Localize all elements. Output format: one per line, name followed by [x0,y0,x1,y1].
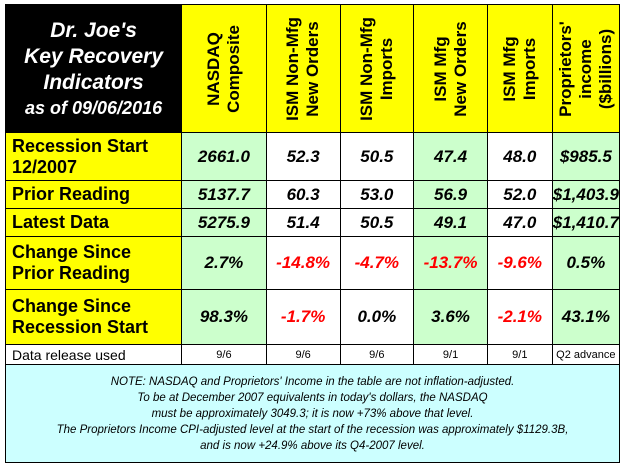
row-label-line: Change Since [12,296,132,316]
release-date: 9/6 [181,344,267,365]
table-cell: 56.9 [413,180,488,209]
table-cell: 5137.7 [181,180,267,209]
row-label-line: 12/2007 [12,156,78,177]
column-header-line: income [575,38,595,99]
column-header-line: New Orders [450,20,470,117]
column-header-line: Proprietors' [555,20,575,117]
table-cell: -2.1% [486,289,553,345]
footnote-line: To be at December 2007 equivalents in to… [137,391,488,404]
table-row: Prior Reading 5137.7 60.3 53.0 56.9 52.0… [4,180,620,209]
row-label: Change Since Recession Start [4,289,183,345]
table-cell: $1,403.9 [551,180,620,209]
table-cell: 52.3 [265,132,341,181]
column-header-ism-nonmfg-new-orders: ISM Non-Mfg New Orders [265,4,341,133]
table-cell: 0.0% [339,289,415,345]
indicators-table: Dr. Joe's Key Recovery Indicators as of … [4,4,620,463]
footnote: NOTE: NASDAQ and Proprietors' Income in … [5,364,620,463]
column-header-line: ($billions) [595,28,615,109]
table-row: Recession Start 12/2007 2661.0 52.3 50.5… [4,132,620,181]
table-cell: 0.5% [551,236,620,290]
table-cell: 5275.9 [181,208,267,237]
column-header-line: Composite [223,24,243,113]
release-date: 9/6 [265,344,341,365]
column-header-ism-mfg-new-orders: ISM Mfg New Orders [413,4,488,133]
row-label: Recession Start 12/2007 [4,132,183,181]
table-cell: 50.5 [339,208,415,237]
table-cell: 47.0 [486,208,553,237]
column-header-line: ISM Mfg [499,35,519,102]
column-header-line: ISM Non-Mfg [283,16,303,121]
table-cell: 3.6% [413,289,488,345]
column-header-line: Imports [519,37,539,100]
release-date: 9/1 [486,344,553,365]
release-date: 9/6 [339,344,415,365]
footnote-line: must be approximately 3049.3; it is now … [151,407,474,420]
table-cell: 50.5 [339,132,415,181]
footnote-line: NOTE: NASDAQ and Proprietors' Income in … [110,375,515,388]
row-label-line: Change Since [12,242,132,262]
title-line-2: Key Recovery [24,44,164,68]
footnote-line: The Proprietors Income CPI-adjusted leve… [56,423,569,436]
table-cell: 49.1 [413,208,488,237]
release-date: Q2 advance [551,344,620,365]
column-header-line: NASDAQ [203,31,223,106]
table-cell: 2661.0 [181,132,267,181]
row-label-line: Prior Reading [12,263,131,283]
table-title: Dr. Joe's Key Recovery Indicators as of … [4,4,183,133]
release-row: Data release used 9/6 9/6 9/6 9/1 9/1 Q2… [4,344,620,365]
table-cell: $985.5 [551,132,620,181]
column-header-ism-nonmfg-imports: ISM Non-Mfg Imports [339,4,415,133]
title-line-3: Indicators [43,70,144,94]
column-header-line: ISM Non-Mfg [356,16,376,121]
column-header-line: ISM Mfg [430,35,450,102]
note-row: NOTE: NASDAQ and Proprietors' Income in … [5,364,620,463]
column-header-ism-mfg-imports: ISM Mfg Imports [486,4,553,133]
table-cell: 48.0 [486,132,553,181]
table-row: Change Since Prior Reading 2.7% -14.8% -… [4,236,620,290]
row-label: Prior Reading [4,180,183,209]
column-header-proprietors-income: Proprietors' income ($billions) [551,4,620,133]
title-date: as of 09/06/2016 [25,97,163,118]
column-header-line: New Orders [303,20,323,117]
table-cell: 53.0 [339,180,415,209]
row-label: Change Since Prior Reading [4,236,183,290]
table-cell: 47.4 [413,132,488,181]
table-cell: 52.0 [486,180,553,209]
release-label: Data release used [4,344,183,365]
table-cell: -4.7% [339,236,415,290]
column-header-nasdaq: NASDAQ Composite [181,4,267,133]
table-cell: $1,410.7 [551,208,620,237]
table-cell: 98.3% [181,289,267,345]
table-row: Latest Data 5275.9 51.4 50.5 49.1 47.0 $… [4,208,620,237]
table-cell: 60.3 [265,180,341,209]
row-label-line: Recession Start [12,135,149,156]
table-row: Change Since Recession Start 98.3% -1.7%… [4,289,620,345]
footnote-line: and is now +24.9% above its Q4-2007 leve… [200,439,425,452]
table-cell: -9.6% [486,236,553,290]
table-cell: -1.7% [265,289,341,345]
title-line-1: Dr. Joe's [50,18,137,42]
table-cell: -13.7% [413,236,488,290]
release-date: 9/1 [413,344,488,365]
column-header-line: Imports [376,37,396,100]
table-cell: 43.1% [551,289,620,345]
row-label-line: Recession Start [12,317,149,337]
row-label: Latest Data [4,208,183,237]
table-cell: 51.4 [265,208,341,237]
table-cell: 2.7% [181,236,267,290]
table-cell: -14.8% [265,236,341,290]
